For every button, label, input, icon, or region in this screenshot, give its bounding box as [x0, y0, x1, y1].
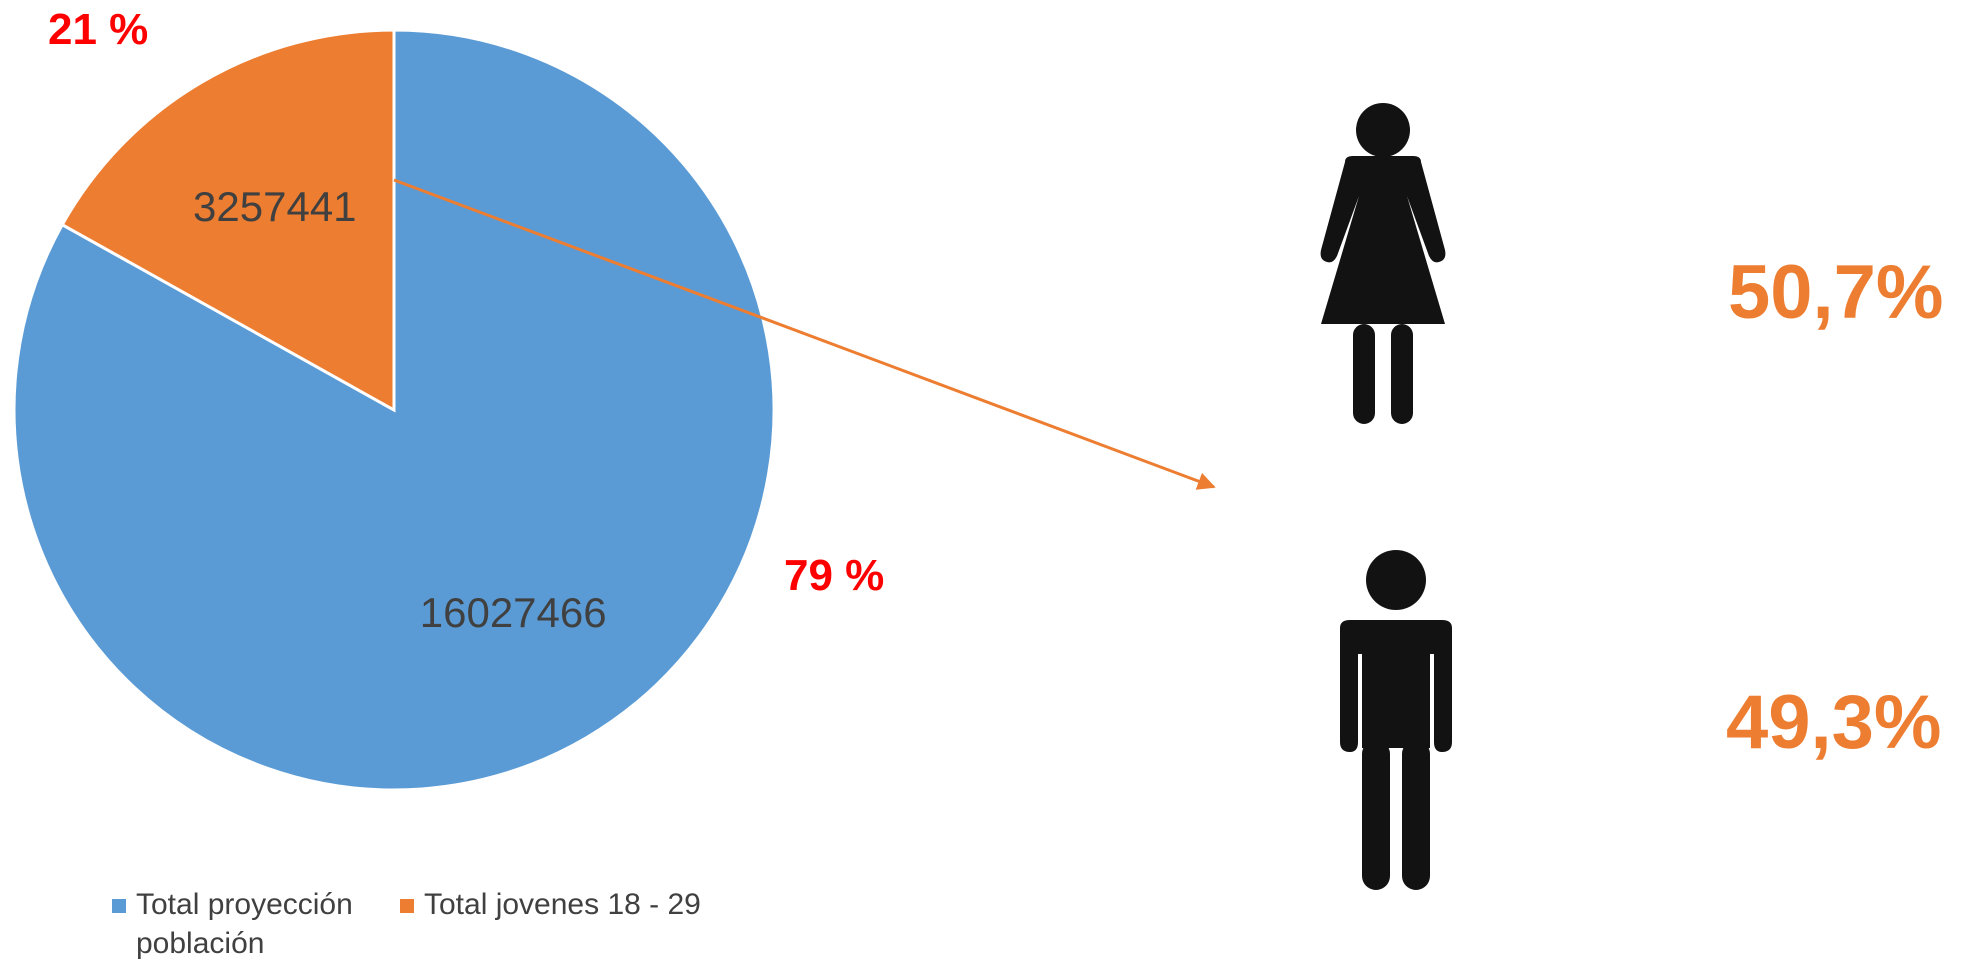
slice-value-label: 16027466 — [420, 589, 607, 636]
legend-label: Total proyección población — [136, 888, 353, 960]
legend-swatch — [112, 899, 126, 913]
connector-arrow — [393, 178, 1216, 490]
woman-icon — [1320, 103, 1446, 424]
male-percent: 49,3% — [1726, 680, 1942, 765]
legend-label: Total jovenes 18 - 29 — [424, 888, 701, 921]
percent-label-jovenes: 21 % — [48, 5, 148, 54]
legend-swatch — [400, 899, 414, 913]
pie-slices — [12, 28, 776, 792]
female-percent: 50,7% — [1728, 250, 1944, 335]
man-icon — [1340, 550, 1452, 890]
slice-value-label: 3257441 — [193, 183, 357, 230]
percent-label-total: 79 % — [784, 551, 884, 600]
pie-slice-total-jovenes — [60, 28, 396, 413]
